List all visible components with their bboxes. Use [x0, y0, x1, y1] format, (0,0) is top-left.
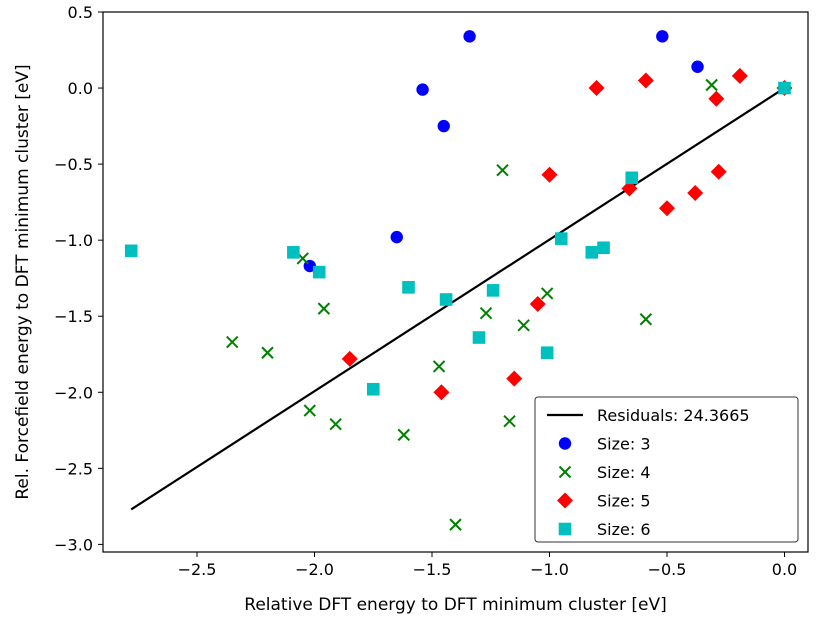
point-size-5: [506, 370, 523, 387]
point-size-6: [312, 265, 326, 279]
y-tick-label: −2.0: [54, 383, 93, 402]
point-size-5: [731, 67, 748, 84]
y-tick-label: −1.0: [54, 231, 93, 250]
y-tick-label: −1.5: [54, 307, 93, 326]
point-size-5: [710, 163, 727, 180]
point-size-4: [317, 302, 331, 315]
point-size-6: [778, 81, 791, 95]
point-size-6: [472, 331, 486, 344]
point-size-3: [463, 30, 476, 43]
point-size-6: [597, 241, 610, 255]
x-axis-label: Relative DFT energy to DFT minimum clust…: [244, 595, 666, 615]
point-size-6: [625, 171, 639, 185]
point-size-6: [366, 382, 380, 396]
point-size-4: [226, 335, 239, 349]
x-tick-label: −0.5: [648, 560, 687, 579]
point-size-5: [341, 350, 358, 367]
x-tick-label: −1.5: [413, 560, 452, 579]
y-tick-label: −3.0: [54, 535, 93, 554]
point-size-4: [449, 518, 462, 531]
point-size-4: [705, 78, 718, 92]
point-size-4: [639, 313, 653, 326]
point-size-4: [329, 418, 342, 431]
point-size-3: [416, 83, 429, 96]
point-size-5: [529, 296, 546, 313]
point-size-5: [541, 166, 558, 183]
point-size-5: [588, 80, 605, 97]
point-size-5: [433, 384, 450, 401]
point-size-4: [517, 319, 530, 332]
legend-marker-swatch: [558, 522, 572, 536]
x-tick-label: −2.0: [295, 560, 334, 579]
point-size-6: [554, 232, 568, 245]
point-size-4: [303, 404, 317, 417]
point-size-5: [637, 72, 654, 89]
legend-label: Size: 6: [597, 520, 651, 539]
legend-marker-swatch: [558, 465, 572, 479]
point-size-6: [486, 284, 500, 297]
point-size-4: [503, 414, 516, 428]
legend-marker-swatch: [557, 492, 573, 509]
legend-box: [534, 396, 799, 543]
point-size-6: [124, 244, 138, 258]
residual-line: [130, 87, 786, 511]
point-size-3: [390, 230, 403, 244]
point-size-6: [287, 246, 300, 259]
legend-label: Size: 5: [597, 492, 651, 511]
point-size-5: [687, 185, 704, 202]
point-size-4: [479, 306, 493, 320]
legend-marker-swatch: [558, 437, 572, 450]
plot-frame: [102, 11, 809, 553]
point-size-4: [496, 163, 509, 177]
point-size-6: [439, 293, 453, 306]
legend-label: Residuals: 24.3665: [597, 406, 750, 425]
x-tick-label: −1.0: [530, 560, 569, 579]
point-size-5: [659, 200, 675, 217]
x-tick-label: −2.5: [178, 560, 217, 579]
legend-label: Size: 3: [597, 435, 651, 454]
y-tick-label: 0.0: [68, 79, 93, 98]
point-size-4: [540, 287, 554, 300]
y-axis-label: Rel. Forcefield energy to DFT minimum cl…: [13, 64, 33, 499]
y-tick-label: −0.5: [54, 155, 93, 174]
point-size-3: [691, 60, 704, 73]
point-size-3: [656, 30, 669, 43]
point-size-4: [432, 360, 446, 373]
x-tick-label: 0.0: [772, 560, 797, 579]
point-size-4: [397, 428, 411, 442]
point-size-3: [437, 119, 450, 133]
point-size-4: [261, 346, 274, 359]
point-size-6: [585, 246, 599, 259]
point-size-6: [540, 346, 554, 360]
point-size-6: [402, 281, 415, 294]
legend: Residuals: 24.3665 Size: 3 Size: 4 Size: 5 S…: [534, 396, 799, 543]
y-tick-label: 0.5: [68, 3, 93, 22]
y-tick-label: −2.5: [54, 459, 93, 478]
legend-label: Size: 4: [597, 463, 651, 482]
point-size-5: [708, 90, 725, 107]
point-size-5: [621, 180, 638, 197]
